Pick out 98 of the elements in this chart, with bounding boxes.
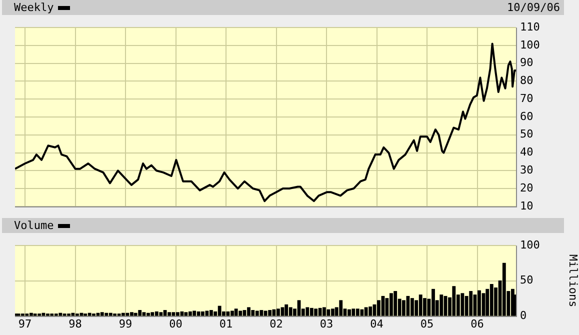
bar [360,309,364,316]
x-tick-label: 02 [270,317,283,330]
bar [452,286,456,316]
bar [255,310,259,316]
y-tick-label: 10 [520,199,534,212]
bar [180,311,184,316]
bar [205,310,209,316]
bar [104,312,108,316]
legend-label: Weekly [14,0,54,15]
bar [440,294,444,316]
y-tick-label: 20 [520,181,534,194]
bar [368,306,372,316]
bar [242,310,246,316]
y-tick-label: 70 [520,92,534,105]
bar [230,310,234,316]
bar [272,309,276,316]
x-tick-label: 06 [470,317,484,330]
bar [356,308,360,316]
y-tick-label: 60 [520,110,534,123]
bar [310,308,314,316]
bar [460,293,464,316]
y-tick-label: 100 [520,238,540,252]
bar [238,310,242,316]
bar [196,311,200,316]
bar [402,300,406,316]
x-tick-label: 00 [169,317,182,330]
bar [364,307,368,316]
y-tick-label: 110 [520,20,540,34]
y-tick-label: 0 [520,308,527,322]
bar [469,291,473,316]
bar [490,284,494,316]
y-tick-label: 30 [520,164,534,176]
bar [339,300,343,316]
bar [478,290,481,316]
bar [159,312,163,316]
bar [247,307,250,316]
bar [100,312,104,316]
bar [352,308,356,316]
bar [306,307,310,316]
bar [142,312,146,316]
bar [234,308,238,316]
text: 10/09/06 [507,0,560,15]
bar [268,310,272,316]
bar [264,310,268,316]
x-tick-label: 99 [118,317,132,330]
bar [146,312,150,316]
bar [394,291,398,316]
bar [138,310,142,316]
x-tick-label: 05 [420,317,434,330]
bar [260,310,264,316]
bar [288,307,292,316]
y-tick-label: 90 [520,56,534,70]
bar [318,308,322,316]
y-tick-label: 40 [520,146,534,159]
bar [226,311,230,316]
bar [331,308,334,316]
bar [297,300,301,316]
bar [410,298,414,316]
y-tick-label: 100 [520,38,540,52]
bar [130,312,134,316]
bar [348,309,351,316]
bar [200,311,204,316]
y-axis-title: Millions [566,254,579,308]
bar [121,312,125,316]
bar [188,311,192,316]
bar [251,310,255,316]
bar [390,293,393,316]
bar [280,307,284,316]
bar [154,311,158,316]
bar [88,312,92,316]
y-tick-label: 50 [520,274,534,287]
bar [71,312,75,316]
bar [58,312,62,316]
bar [163,310,167,316]
x-tick-label: 03 [320,317,334,330]
bar [314,308,318,316]
bar [184,312,188,316]
bar [418,294,422,316]
x-tick-label: 01 [219,317,233,330]
bar [150,312,154,316]
bar [172,312,176,316]
bar [284,304,288,316]
bar [134,312,138,316]
bar [192,310,196,316]
bar [108,312,112,316]
bar [502,262,506,316]
y-tick-label: 50 [520,128,534,141]
x-tick-label: 97 [18,317,32,330]
x-tick-label: 04 [370,317,384,330]
bar [377,300,380,316]
bar [168,312,172,316]
legend-label: Volume [14,218,54,233]
bar [423,298,426,316]
bar [218,306,222,316]
x-tick-label: 98 [68,317,82,330]
y-tick-label: 80 [520,74,534,88]
bar [432,288,435,316]
bar [322,307,326,316]
